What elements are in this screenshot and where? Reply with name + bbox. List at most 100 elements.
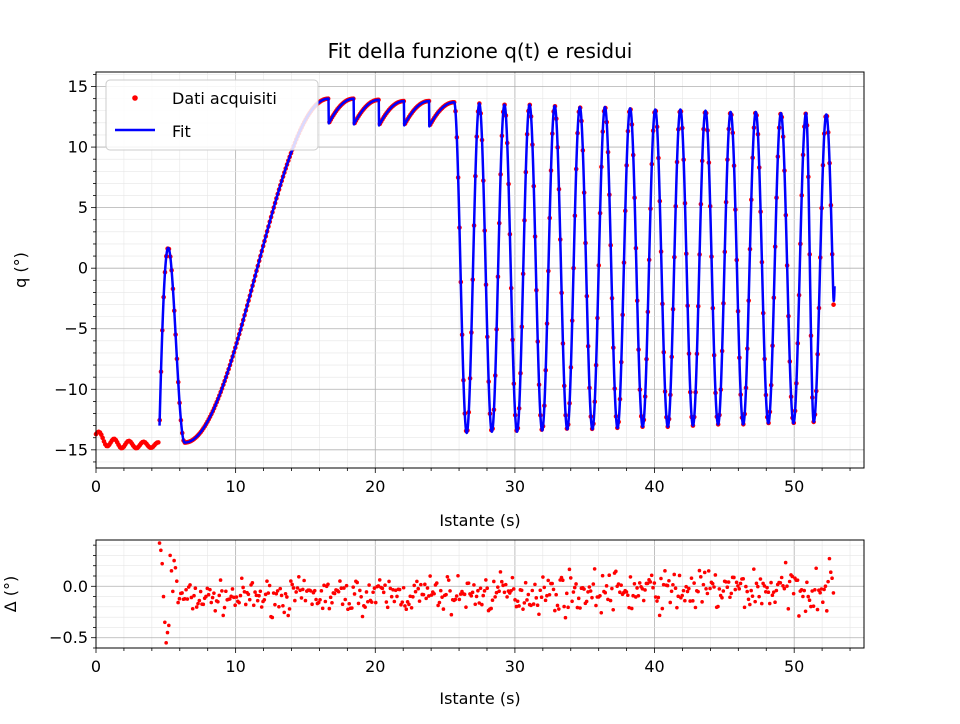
- top-y-tick-label: 0: [78, 259, 88, 278]
- residual-point: [725, 585, 730, 590]
- residual-point: [700, 600, 704, 604]
- residual-point: [428, 574, 432, 578]
- residual-point: [232, 595, 236, 600]
- bottom-x-tick-label: 50: [784, 657, 804, 676]
- residual-point: [765, 585, 769, 590]
- residual-point: [803, 609, 808, 614]
- residual-point: [643, 588, 647, 592]
- residual-point: [434, 581, 439, 585]
- residual-point: [736, 584, 740, 588]
- residual-point: [805, 580, 809, 585]
- residual-point: [327, 606, 332, 611]
- residual-point: [192, 593, 196, 598]
- residual-point: [656, 595, 661, 600]
- residual-point: [174, 579, 179, 583]
- top-y-tick-label: 5: [78, 198, 88, 217]
- residual-point: [197, 598, 202, 603]
- residual-point: [301, 587, 305, 592]
- residual-point: [326, 582, 330, 587]
- residual-point: [632, 582, 637, 586]
- residual-point: [823, 584, 828, 588]
- residual-point: [339, 586, 344, 591]
- residual-point: [698, 575, 703, 579]
- residual-point: [562, 604, 566, 609]
- residual-point: [806, 594, 811, 599]
- residual-point: [574, 582, 578, 586]
- residual-point: [330, 600, 334, 605]
- residual-point: [660, 606, 665, 611]
- residual-point: [270, 615, 275, 620]
- residual-point: [454, 594, 459, 598]
- residual-point: [628, 575, 633, 579]
- residual-point: [160, 561, 164, 566]
- residual-point: [411, 594, 415, 599]
- residual-point: [417, 599, 422, 603]
- residual-point: [811, 604, 816, 608]
- residual-point: [665, 583, 670, 588]
- residual-point: [729, 591, 734, 596]
- residual-point: [286, 613, 291, 618]
- residual-point: [480, 602, 484, 607]
- residual-point: [482, 589, 487, 593]
- residual-point: [576, 596, 581, 601]
- residual-point: [456, 573, 460, 578]
- residual-point: [758, 577, 763, 581]
- residual-point: [484, 578, 488, 582]
- residual-point: [737, 587, 742, 591]
- residual-point: [724, 580, 728, 584]
- residual-point: [429, 593, 434, 597]
- residual-point: [400, 600, 405, 604]
- residual-point: [649, 573, 654, 578]
- residual-point: [721, 589, 726, 593]
- residual-point: [550, 581, 554, 586]
- residual-point: [763, 589, 768, 594]
- residual-point: [693, 605, 698, 610]
- residual-point: [498, 570, 503, 574]
- residual-point: [530, 588, 535, 593]
- residual-point: [241, 585, 245, 590]
- residual-point: [387, 579, 391, 584]
- residual-point: [783, 560, 788, 565]
- residual-point: [779, 575, 784, 580]
- residual-point: [598, 593, 602, 598]
- residual-point: [294, 590, 298, 594]
- top-x-tick-label: 30: [505, 477, 525, 496]
- residual-point: [551, 587, 556, 592]
- residual-point: [287, 607, 292, 611]
- residual-point: [340, 602, 345, 607]
- residual-point: [302, 578, 306, 583]
- residual-point: [277, 604, 281, 609]
- residual-point: [247, 597, 252, 602]
- residual-point: [538, 588, 543, 593]
- residual-point: [444, 592, 448, 597]
- top-ticks: 0 10 20 30 40 50 −15 −10 −5 0 5 10 15: [54, 74, 851, 496]
- residual-point: [474, 594, 479, 599]
- residual-point: [234, 595, 239, 599]
- residual-point: [635, 586, 639, 590]
- residual-point: [685, 589, 690, 594]
- top-x-tick-label: 20: [365, 477, 385, 496]
- data-point: [100, 435, 105, 441]
- legend: Dati acquisiti Fit: [105, 79, 319, 151]
- residual-point: [673, 586, 678, 591]
- residual-point: [464, 605, 468, 609]
- residual-point: [188, 583, 192, 587]
- residual-point: [509, 589, 513, 593]
- residual-point: [173, 565, 178, 570]
- bottom-ticks: 0 10 20 30 40 50 −0.5 0.0: [49, 544, 851, 676]
- residual-point: [553, 608, 557, 613]
- residual-point: [169, 569, 174, 573]
- residual-point: [323, 599, 328, 604]
- residual-point: [513, 598, 517, 602]
- bottom-x-tick-label: 40: [644, 657, 664, 676]
- residual-point: [655, 599, 659, 603]
- residual-point: [590, 595, 594, 600]
- residual-point: [786, 607, 791, 611]
- residual-point: [681, 588, 686, 593]
- residual-point: [445, 574, 450, 579]
- residual-point: [797, 614, 801, 618]
- residual-point: [668, 600, 673, 605]
- residual-point: [446, 578, 451, 582]
- residual-point: [351, 585, 356, 589]
- residual-point: [653, 595, 658, 599]
